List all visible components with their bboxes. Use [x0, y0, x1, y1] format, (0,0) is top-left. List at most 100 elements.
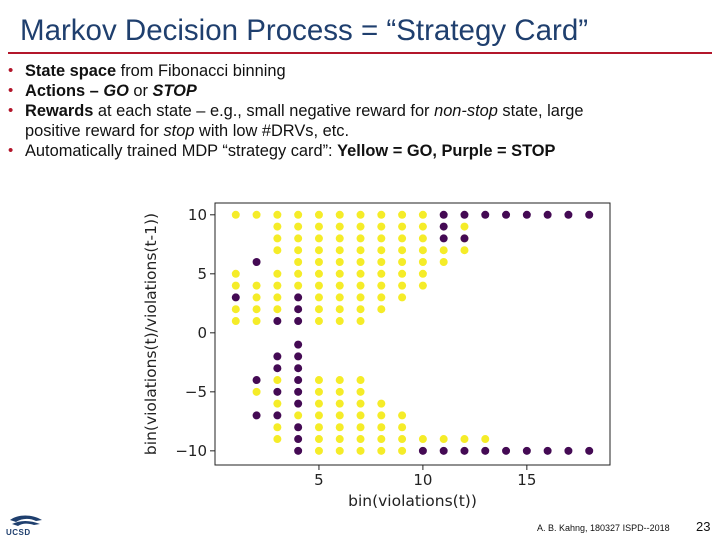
data-point-go: [252, 387, 261, 396]
footer-text: A. B. Kahng, 180327 ISPD--2018: [537, 523, 670, 533]
data-point-stop: [460, 210, 469, 219]
data-point-go: [335, 305, 344, 314]
data-point-go: [314, 269, 323, 278]
data-point-go: [356, 234, 365, 243]
bullet-text: or: [128, 82, 153, 100]
x-axis-label: bin(violations(t)): [348, 492, 477, 510]
data-point-go: [377, 446, 386, 455]
data-point-go: [335, 269, 344, 278]
y-tick-label: −10: [175, 442, 207, 460]
data-point-go: [252, 210, 261, 219]
data-point-go: [273, 269, 282, 278]
y-tick-label: −5: [185, 383, 207, 401]
data-point-go: [273, 435, 282, 444]
data-point-stop: [460, 446, 469, 455]
data-point-go: [294, 258, 303, 267]
data-point-go: [314, 234, 323, 243]
data-point-go: [356, 446, 365, 455]
data-point-stop: [543, 210, 552, 219]
bullet-item: • Automatically trained MDP “strategy car…: [8, 141, 713, 161]
y-axis-label: bin(violations(t)/violations(t-1)): [142, 213, 160, 455]
data-point-stop: [564, 446, 573, 455]
data-point-go: [252, 281, 261, 290]
data-point-go: [377, 305, 386, 314]
data-point-go: [460, 435, 469, 444]
data-point-go: [335, 293, 344, 302]
data-point-stop: [294, 446, 303, 455]
bullet-text: STOP: [152, 82, 197, 100]
data-point-go: [314, 281, 323, 290]
data-point-go: [335, 423, 344, 432]
data-point-go: [314, 411, 323, 420]
data-point-go: [460, 246, 469, 255]
bullet-list: • State space from Fibonacci binning • Acti…: [8, 61, 713, 161]
data-point-go: [314, 387, 323, 396]
data-point-stop: [439, 234, 448, 243]
data-point-stop: [294, 387, 303, 396]
data-point-go: [294, 222, 303, 231]
x-tick-label: 5: [314, 471, 324, 489]
data-point-go: [356, 435, 365, 444]
bullet-text: positive reward for: [25, 122, 164, 140]
data-point-go: [231, 281, 240, 290]
data-point-go: [418, 222, 427, 231]
data-point-go: [294, 246, 303, 255]
data-point-go: [314, 446, 323, 455]
slide-title: Markov Decision Process = “Strategy Card…: [20, 14, 589, 47]
bullet-item: • Rewards at each state – e.g., small neg…: [8, 101, 713, 141]
data-point-go: [377, 399, 386, 408]
bullet-text: State space: [25, 62, 117, 80]
data-point-go: [356, 423, 365, 432]
data-point-go: [398, 222, 407, 231]
data-point-stop: [273, 387, 282, 396]
data-point-stop: [252, 258, 261, 267]
data-point-go: [314, 222, 323, 231]
data-point-go: [377, 423, 386, 432]
data-point-go: [481, 435, 490, 444]
data-point-go: [273, 293, 282, 302]
data-point-go: [398, 258, 407, 267]
data-point-go: [418, 210, 427, 219]
data-point-go: [273, 376, 282, 385]
data-point-go: [335, 234, 344, 243]
data-point-go: [356, 210, 365, 219]
data-point-go: [314, 435, 323, 444]
data-point-stop: [502, 446, 511, 455]
x-tick-label: 15: [517, 471, 536, 489]
data-point-go: [314, 317, 323, 326]
data-point-stop: [273, 352, 282, 361]
data-point-go: [294, 411, 303, 420]
data-point-go: [231, 317, 240, 326]
bullet-text: at each state – e.g., small negative rew…: [93, 102, 435, 120]
data-point-stop: [502, 210, 511, 219]
data-point-go: [273, 234, 282, 243]
data-point-go: [314, 399, 323, 408]
data-point-go: [273, 246, 282, 255]
data-point-stop: [294, 423, 303, 432]
data-point-go: [356, 269, 365, 278]
data-point-go: [356, 387, 365, 396]
data-point-go: [356, 258, 365, 267]
bullet-text: state, large: [497, 102, 584, 120]
bullet-text: stop: [163, 122, 195, 140]
data-point-go: [231, 210, 240, 219]
data-point-go: [377, 293, 386, 302]
bullet-dot-icon: •: [8, 102, 14, 119]
data-point-stop: [273, 317, 282, 326]
data-point-stop: [273, 411, 282, 420]
data-point-go: [377, 411, 386, 420]
data-point-stop: [294, 435, 303, 444]
data-point-go: [398, 411, 407, 420]
data-point-stop: [481, 446, 490, 455]
data-point-stop: [252, 376, 261, 385]
data-point-go: [418, 269, 427, 278]
data-point-go: [398, 446, 407, 455]
data-point-stop: [522, 446, 531, 455]
data-point-stop: [294, 340, 303, 349]
page-number: 23: [696, 519, 711, 534]
data-point-go: [335, 246, 344, 255]
data-point-go: [314, 423, 323, 432]
data-point-go: [335, 399, 344, 408]
bullet-item: • Actions – GO or STOP: [8, 81, 713, 101]
